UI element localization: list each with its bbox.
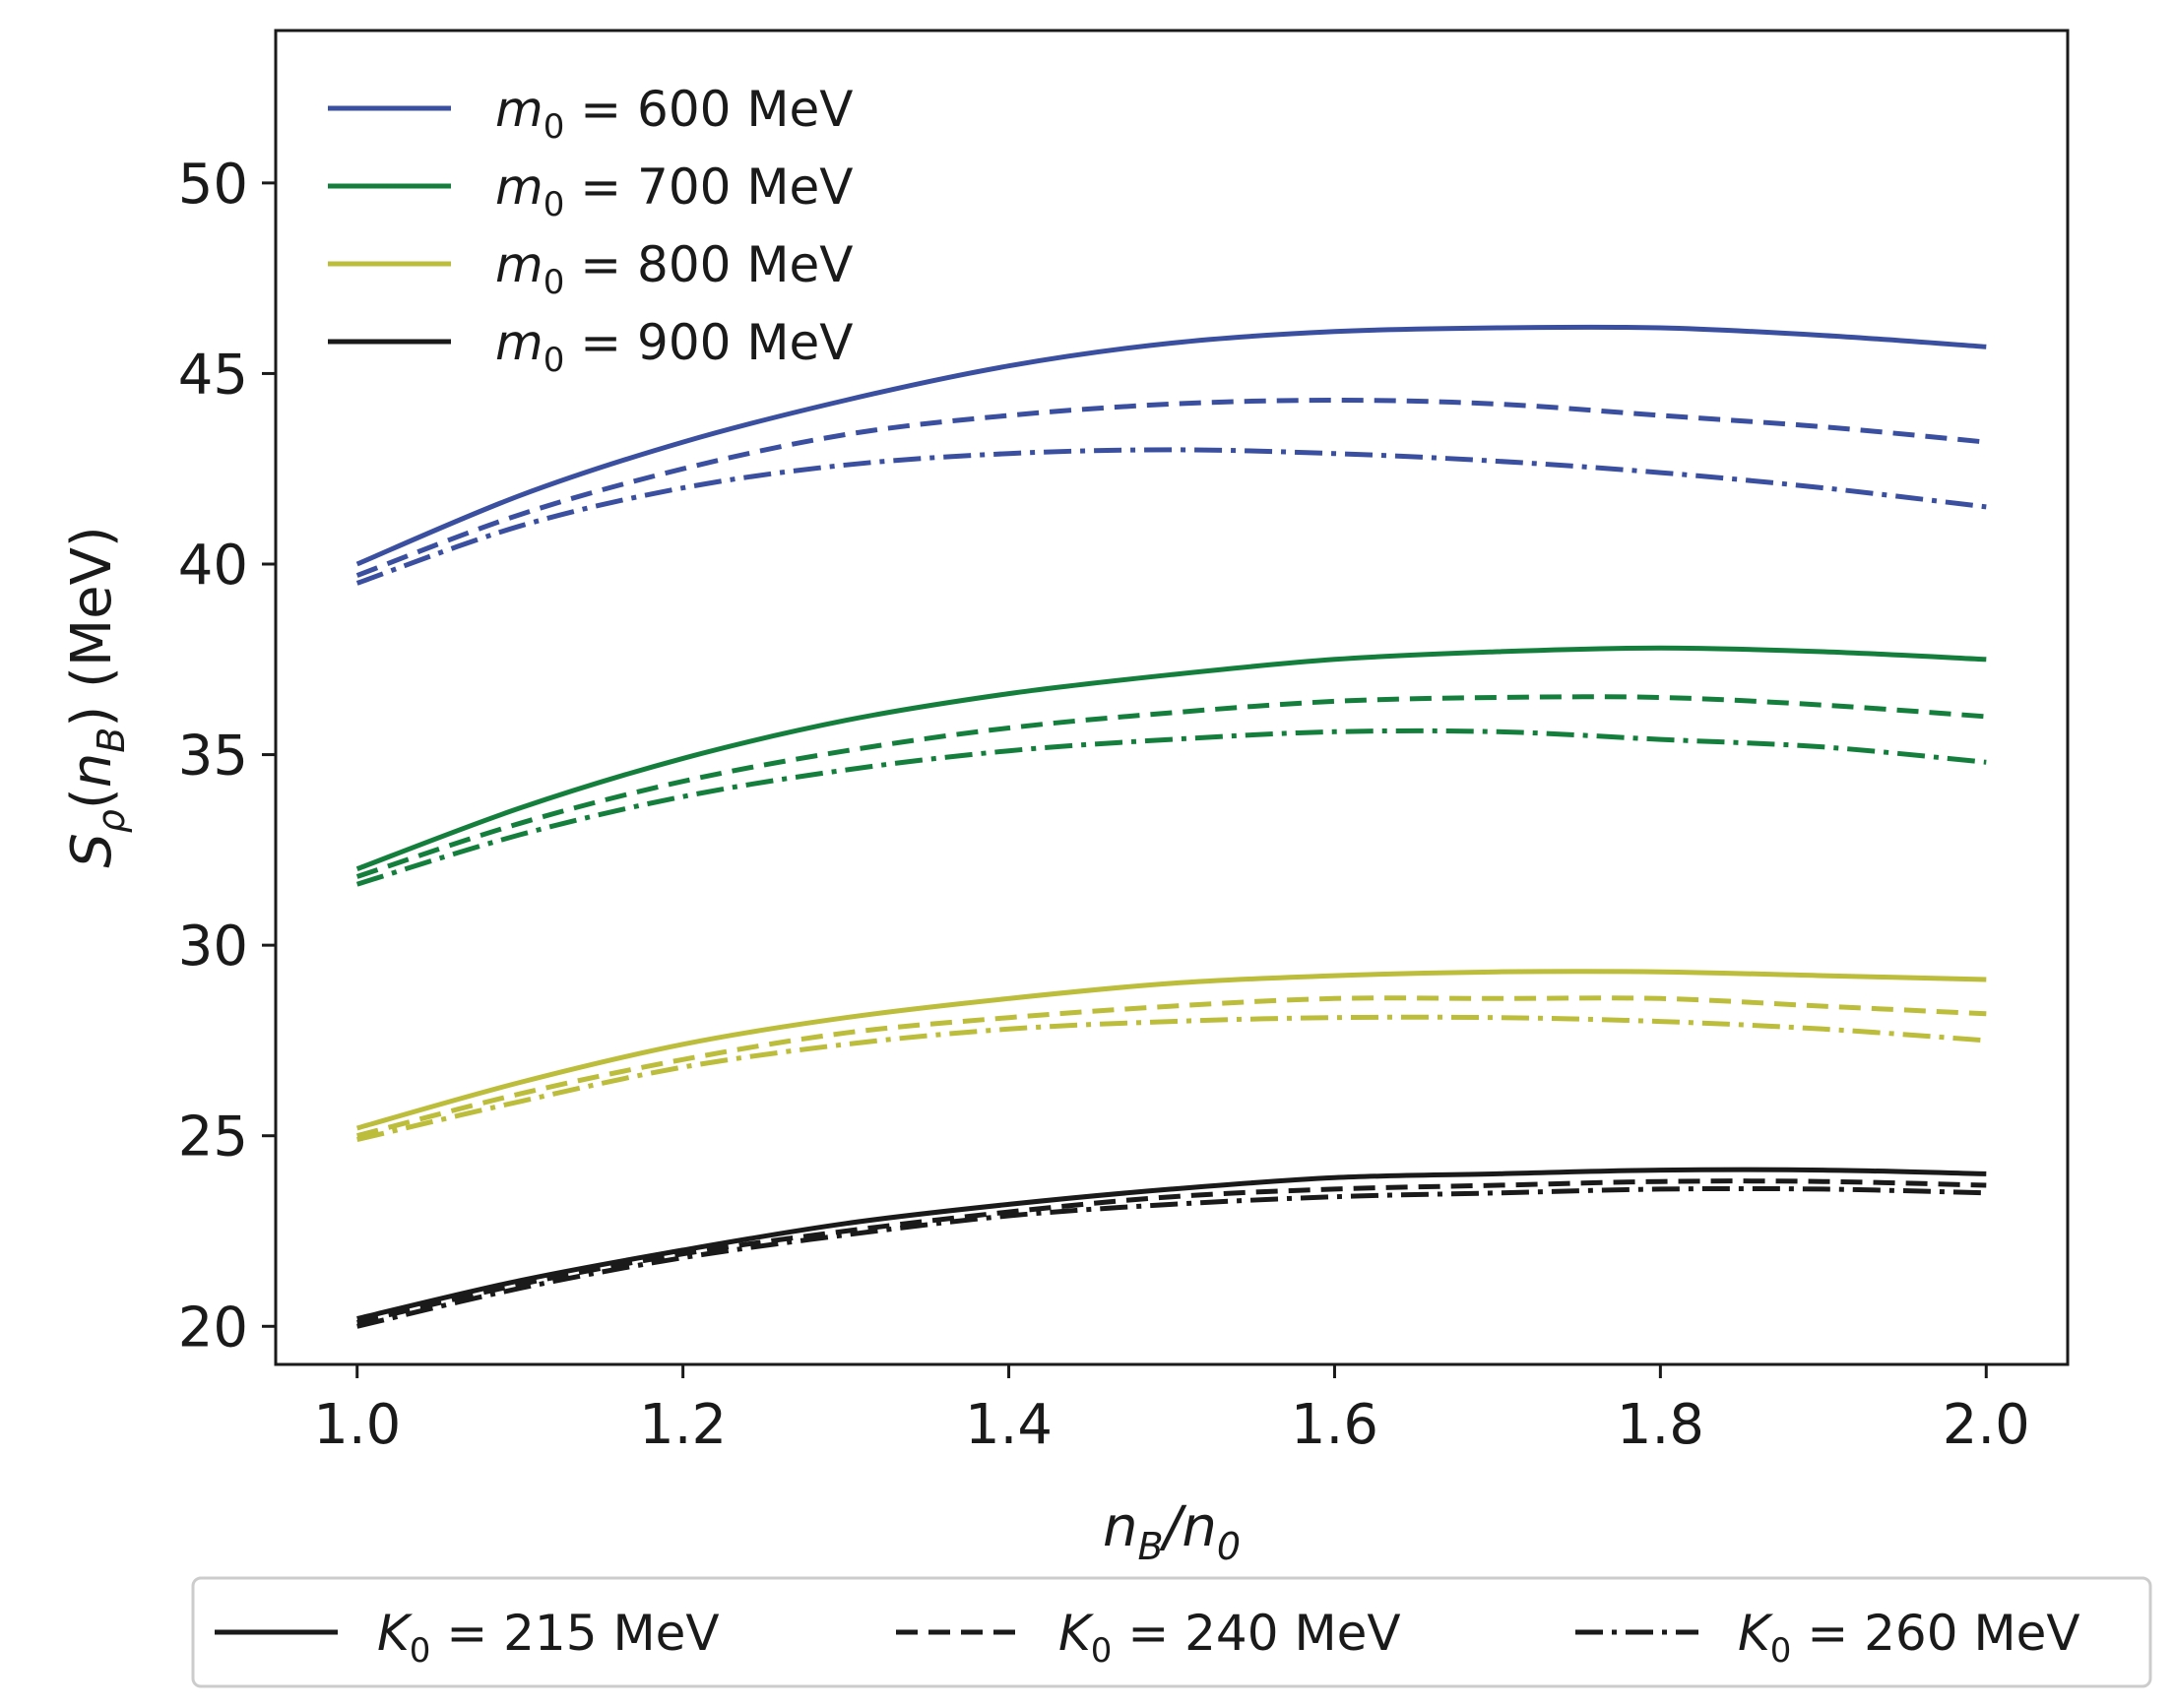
series-line-3: [355, 645, 1987, 872]
color-legend-label: m0 = 900 MeV: [495, 314, 853, 380]
y-tick-label: 30: [178, 915, 248, 979]
style-legend-label: K0 = 215 MeV: [377, 1605, 720, 1671]
x-tick-label: 1.0: [313, 1393, 401, 1457]
x-tick-label: 2.0: [1943, 1393, 2030, 1457]
plot-frame: [274, 29, 2070, 1366]
color-legend: m0 = 600 MeV m0 = 700 MeV m0 = 800 MeV m0 =…: [328, 81, 853, 380]
style-legend-label: K0 = 240 MeV: [1058, 1605, 1401, 1671]
y-tick-label: 50: [178, 153, 248, 217]
style-legend-label: K0 = 260 MeV: [1738, 1605, 2080, 1671]
color-legend-label: m0 = 800 MeV: [495, 236, 853, 302]
series-line-7: [356, 995, 1987, 1139]
ticks-layer: 1.0 1.2 1.4 1.6 1.8 2.0 20 25 30 35 40 45 50: [178, 153, 2030, 1457]
series-line-1: [355, 398, 1987, 578]
style-legend: K0 = 215 MeV K0 = 240 MeV K0 = 260 MeV: [191, 1576, 2152, 1688]
series-line-2: [355, 447, 1987, 586]
series-line-0: [355, 324, 1987, 567]
color-legend-label: m0 = 700 MeV: [495, 158, 853, 224]
x-tick-label: 1.6: [1291, 1393, 1378, 1457]
series-line-8: [356, 1014, 1987, 1143]
x-tick-label: 1.4: [965, 1393, 1053, 1457]
y-tick-label: 20: [178, 1296, 248, 1360]
series-line-5: [355, 727, 1987, 887]
color-legend-label: m0 = 600 MeV: [495, 81, 853, 147]
series-line-6: [356, 969, 1987, 1131]
y-tick-label: 35: [178, 725, 248, 789]
y-tick-label: 45: [178, 343, 248, 407]
series-line-10: [356, 1178, 1987, 1325]
series-line-9: [356, 1167, 1987, 1321]
x-axis-label: nB/n0: [1103, 1495, 1241, 1568]
x-tick-label: 1.8: [1617, 1393, 1704, 1457]
y-tick-label: 40: [178, 534, 248, 598]
x-tick-label: 1.2: [639, 1393, 727, 1457]
series-line-11: [356, 1185, 1987, 1329]
y-tick-label: 25: [178, 1106, 248, 1170]
y-axis-label: Sρ(nB) (MeV): [60, 526, 133, 868]
style-legend-frame: [191, 1576, 2152, 1688]
series-line-4: [355, 694, 1987, 879]
series-layer: [355, 324, 1987, 1329]
